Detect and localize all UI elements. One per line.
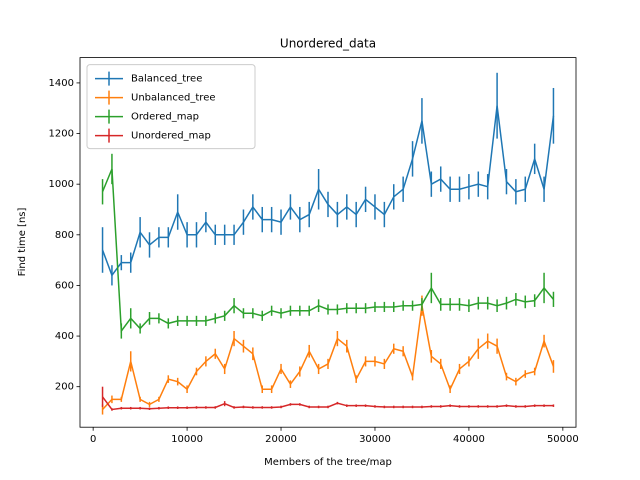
legend-box	[86, 64, 256, 150]
x-tick-label: 50000	[547, 434, 579, 445]
chart-title: Unordered_data	[280, 37, 376, 51]
legend-label: Unbalanced_tree	[131, 93, 216, 104]
x-axis-label: Members of the tree/map	[264, 457, 392, 468]
x-tick-label: 40000	[453, 434, 485, 445]
y-axis-label: Find time [ns]	[17, 208, 28, 277]
plot-frame	[79, 57, 577, 428]
y-tick-label: 1200	[49, 129, 74, 140]
x-tick-label: 10000	[171, 434, 203, 445]
y-tick-label: 400	[55, 331, 74, 342]
y-tick-label: 1000	[49, 179, 74, 190]
y-tick-label: 600	[55, 280, 74, 291]
y-tick-label: 800	[55, 230, 74, 241]
x-tick-label: 20000	[265, 434, 297, 445]
y-tick-label: 1400	[49, 78, 74, 89]
legend-label: Ordered_map	[131, 112, 199, 123]
legend-label: Balanced_tree	[131, 74, 202, 85]
x-tick-label: 30000	[359, 434, 391, 445]
x-tick-label: 0	[90, 434, 96, 445]
legend-label: Unordered_map	[131, 131, 211, 142]
y-tick-label: 200	[55, 382, 74, 393]
